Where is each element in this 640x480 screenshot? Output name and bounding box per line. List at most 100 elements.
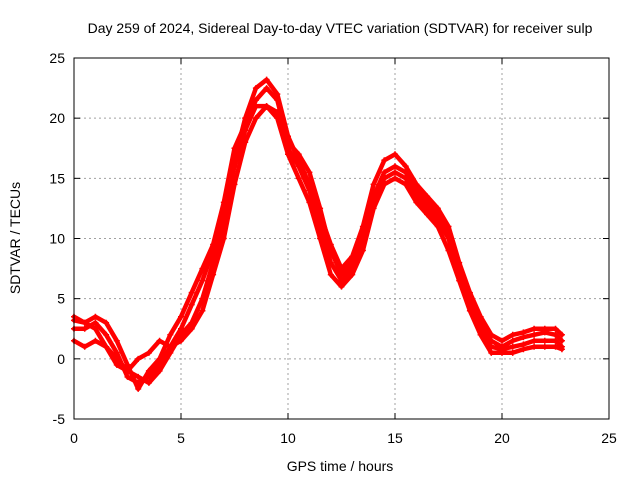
data-point xyxy=(466,307,473,314)
data-point xyxy=(317,211,324,218)
data-point xyxy=(392,163,398,170)
axis-ticks xyxy=(73,57,610,420)
data-point xyxy=(541,343,548,350)
data-point xyxy=(445,223,452,230)
data-point xyxy=(392,169,398,176)
x-axis-label: GPS time / hours xyxy=(287,458,394,474)
data-point xyxy=(434,223,441,230)
data-point xyxy=(124,367,131,374)
data-point xyxy=(92,337,99,344)
data-point xyxy=(135,373,142,380)
y-tick-label: 25 xyxy=(49,50,65,66)
data-point xyxy=(381,157,388,164)
data-point xyxy=(263,85,270,92)
data-point xyxy=(188,301,195,308)
data-point xyxy=(81,343,88,350)
data-point xyxy=(424,211,431,218)
data-point xyxy=(338,277,345,284)
data-point xyxy=(413,181,420,188)
data-point xyxy=(92,325,99,332)
data-point xyxy=(124,373,131,380)
data-point xyxy=(317,235,324,242)
x-tick-label: 15 xyxy=(387,430,403,446)
data-point xyxy=(488,331,495,338)
data-point xyxy=(92,319,99,326)
data-point xyxy=(541,337,548,344)
data-point xyxy=(242,115,249,122)
data-point xyxy=(263,76,270,83)
data-point xyxy=(558,331,565,338)
data-point xyxy=(552,325,559,332)
data-point xyxy=(370,205,377,212)
data-point xyxy=(349,253,356,260)
data-point xyxy=(359,247,366,254)
data-point xyxy=(381,175,388,182)
data-point xyxy=(445,247,452,254)
data-point xyxy=(113,349,120,356)
data-point xyxy=(295,175,302,182)
y-tick-label: 20 xyxy=(49,110,65,126)
data-point xyxy=(199,277,206,284)
data-point xyxy=(456,277,463,284)
series-group xyxy=(71,76,565,392)
data-point xyxy=(178,313,184,320)
data-point xyxy=(285,133,291,140)
data-point xyxy=(306,199,313,206)
data-point xyxy=(402,175,409,182)
y-tick-label: 0 xyxy=(57,351,65,367)
x-tick-label: 0 xyxy=(70,430,78,446)
data-point xyxy=(81,325,88,332)
data-point xyxy=(124,361,131,368)
data-point xyxy=(558,346,565,353)
data-point xyxy=(274,115,281,122)
data-point xyxy=(552,337,559,344)
data-point xyxy=(488,349,495,356)
data-point xyxy=(231,157,238,164)
data-point xyxy=(499,337,505,344)
data-point xyxy=(338,265,345,272)
data-point xyxy=(434,205,441,212)
data-point xyxy=(466,289,473,296)
data-point xyxy=(199,295,206,302)
data-point xyxy=(263,103,270,110)
data-point xyxy=(509,343,516,350)
data-point xyxy=(156,337,163,344)
data-point xyxy=(135,385,142,392)
data-point xyxy=(113,361,120,368)
data-point xyxy=(210,259,217,266)
data-point xyxy=(242,139,249,146)
data-point xyxy=(178,331,184,338)
data-point xyxy=(274,109,281,116)
data-point xyxy=(349,271,356,278)
data-point xyxy=(531,325,538,332)
data-point xyxy=(424,193,431,200)
data-point xyxy=(402,181,409,188)
data-point xyxy=(81,319,88,326)
data-point xyxy=(509,331,516,338)
data-point xyxy=(392,175,398,182)
data-point xyxy=(167,349,174,356)
data-point xyxy=(145,373,152,380)
data-point xyxy=(156,367,163,374)
data-point xyxy=(92,313,99,320)
data-point xyxy=(188,289,195,296)
data-point xyxy=(434,217,441,224)
x-tick-label: 5 xyxy=(177,430,185,446)
data-point xyxy=(381,169,388,176)
data-point xyxy=(424,199,431,206)
grid xyxy=(74,58,609,419)
data-point xyxy=(359,223,366,230)
data-point xyxy=(402,163,409,170)
data-point xyxy=(509,337,516,344)
data-point xyxy=(252,115,259,122)
data-point xyxy=(145,379,152,386)
y-tick-label: -5 xyxy=(53,411,66,427)
series-line-trace-b xyxy=(71,103,565,386)
x-tick-label: 25 xyxy=(601,430,617,446)
data-point xyxy=(199,307,206,314)
data-point xyxy=(252,103,259,110)
data-point xyxy=(509,349,516,356)
data-point xyxy=(552,331,559,338)
y-tick-labels: -5 0 5 10 15 20 25 xyxy=(49,50,65,427)
data-point xyxy=(188,325,195,332)
